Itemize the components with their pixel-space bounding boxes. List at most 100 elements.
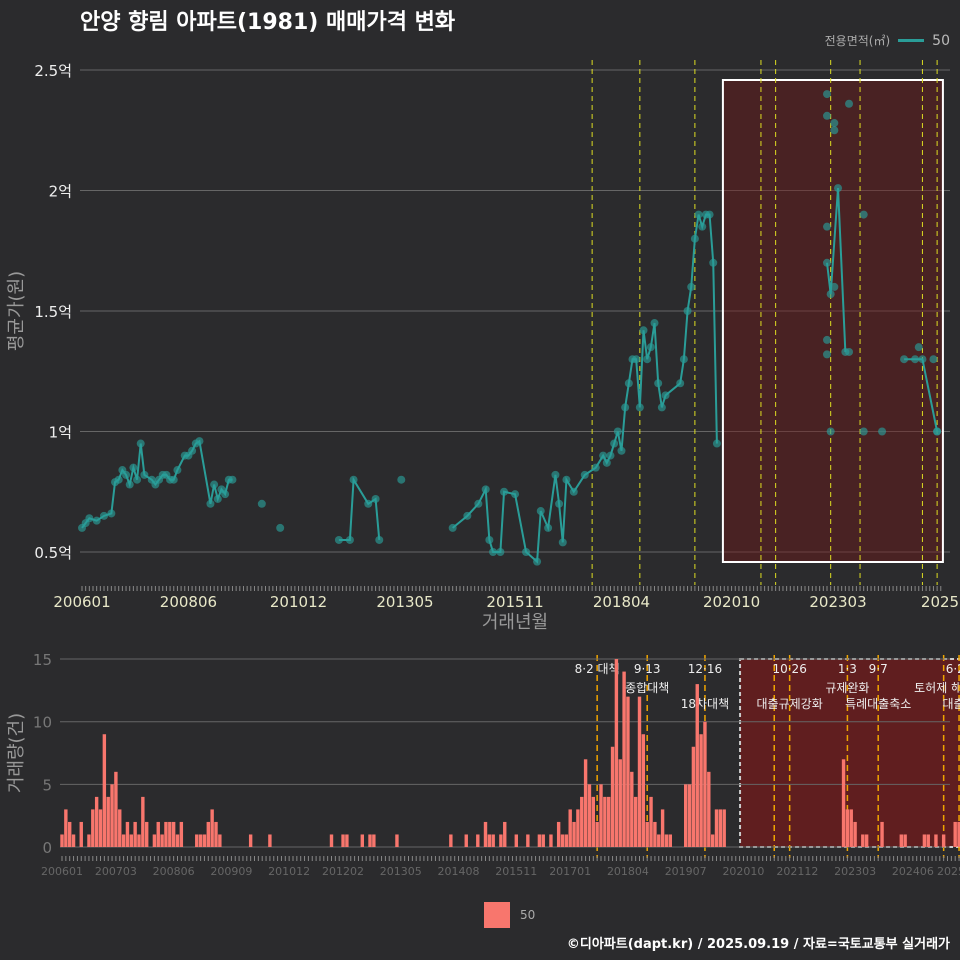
x-tick-label-volume: 200806 [153,865,195,878]
volume-bar [603,796,607,847]
y-tick-label-volume: 0 [42,839,52,857]
volume-bar [91,809,95,847]
volume-bar [464,834,468,847]
volume-bar [595,821,599,847]
x-tick-label: 200806 [160,593,217,611]
volume-bar [360,834,364,847]
volume-bar [630,771,634,847]
volume-bar [179,821,184,847]
volume-bar [556,821,561,847]
volume-bar [703,721,707,847]
volume-bar [664,834,669,847]
volume-bar [695,684,699,847]
volume-bar [268,834,272,847]
price-point [690,234,699,243]
price-point [826,290,835,299]
volume-bar [560,834,565,847]
price-point [213,494,222,503]
x-tick-label-volume: 201511 [495,865,537,878]
price-point [129,463,138,472]
policy-label: 특례대출축소 [845,697,911,711]
price-point [173,466,182,475]
volume-bar [922,834,927,847]
volume-bar [699,734,703,847]
volume-bar [637,696,642,847]
price-point [228,475,237,484]
price-point [580,470,589,479]
price-point [823,335,832,344]
price-point [188,446,197,455]
volume-bar [649,796,653,847]
volume-bar [118,809,122,847]
price-point [136,439,145,448]
price-point [845,99,854,108]
x-tick-label: 202303 [809,593,866,611]
x-tick-label-volume: 201804 [607,865,649,878]
price-point [522,548,531,556]
price-point [257,499,266,508]
volume-bar [903,834,907,847]
volume-bar [133,821,137,847]
volume-bar [329,834,334,847]
price-point [654,379,663,388]
volume-bar [483,821,488,847]
volume-bar [564,834,569,847]
volume-bar [87,834,91,847]
price-point [613,427,622,436]
price-point [558,538,567,547]
policy-date: 8·2 대책 [575,661,620,676]
volume-bar [487,834,492,847]
price-point [859,210,868,219]
volume-bar [491,834,495,847]
x-tick-label: 201012 [270,593,327,611]
volume-bar [687,784,692,847]
y-axis-title: 평균가(원) [6,271,27,351]
price-point [687,282,696,291]
volume-bar [653,821,657,847]
x-tick-label-volume: 202501 [937,865,960,878]
volume-bar [121,834,126,847]
volume-bar [202,834,207,847]
volume-bar [607,796,611,847]
volume-bar [514,834,518,847]
footer-credit: ©디아파트(dapt.kr) / 2025.09.19 / 자료=국토교통부 실… [566,937,950,952]
price-point [485,535,494,544]
policy-label: 규제완화 [825,681,869,695]
price-point [632,355,641,364]
price-point [397,475,406,484]
price-point [845,347,854,356]
x-tick-label-volume: 201408 [438,865,480,878]
price-point [206,499,215,508]
price-point [140,470,149,479]
price-point [676,379,685,388]
price-point [911,355,920,364]
volume-bar [79,821,83,847]
volume-bar [368,834,372,847]
price-point [375,535,384,544]
volume-bar [341,834,345,847]
price-point [933,427,942,436]
volume-bar [499,834,503,847]
price-point [683,307,692,315]
legend: 전용면적(㎡) 50 [825,32,950,49]
volume-bar [210,809,214,847]
volume-bar [580,796,584,847]
price-point [536,507,545,516]
volume-bar [175,834,180,847]
price-point [823,111,832,120]
volume-bar [168,821,172,847]
price-point [221,490,230,499]
volume-bar [849,809,853,847]
price-point [918,355,927,364]
volume-bar [714,809,719,847]
y-tick-label-volume: 5 [42,776,52,794]
volume-bar [710,834,715,847]
volume-bar [587,784,592,847]
price-point [364,499,373,508]
volume-bar [156,821,160,847]
price-point [591,463,600,472]
price-point [349,475,358,484]
price-point [878,427,887,436]
x-tick-label-volume: 201907 [665,865,707,878]
